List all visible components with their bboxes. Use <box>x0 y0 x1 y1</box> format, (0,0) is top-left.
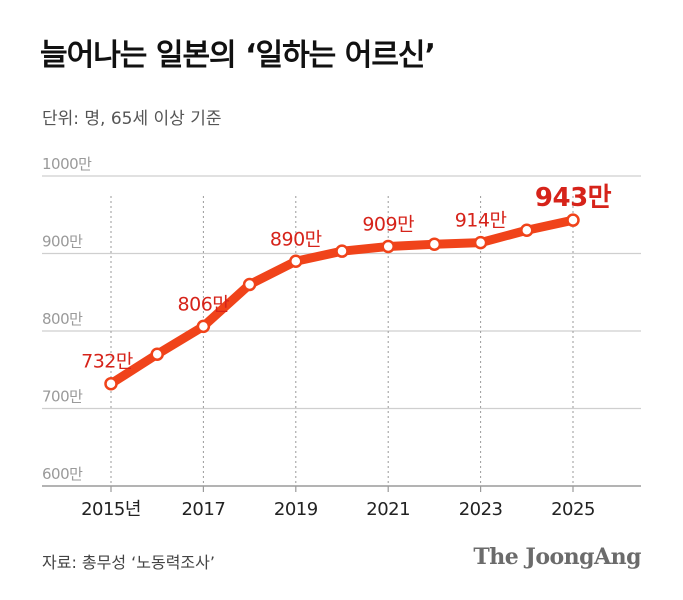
source-note: 자료: 총무성 ‘노동력조사’ <box>42 553 215 572</box>
x-tick-label: 2019 <box>274 499 318 520</box>
data-label: 914만 <box>455 210 507 232</box>
data-point <box>473 235 488 250</box>
unit-note: 단위: 명, 65세 이상 기준 <box>42 109 222 129</box>
data-point <box>104 376 118 391</box>
data-point <box>520 223 534 237</box>
data-label: 890만 <box>270 228 322 250</box>
data-label: 943만 <box>535 183 612 213</box>
x-tick-label: 2015년 <box>81 499 141 520</box>
data-label: 732만 <box>81 351 133 373</box>
x-tick-label: 2021 <box>366 499 410 520</box>
x-tick-label: 2025 <box>551 499 595 520</box>
data-label: 806만 <box>178 293 230 315</box>
y-tick-label: 1000만 <box>42 155 92 173</box>
chart-title: 늘어나는 일본의 ‘일하는 어르신’ <box>40 38 436 73</box>
y-tick-label: 800만 <box>42 310 83 328</box>
data-point <box>566 213 580 227</box>
x-tick-label: 2017 <box>181 499 225 520</box>
data-label: 909만 <box>362 214 414 236</box>
y-tick-label: 900만 <box>42 233 83 251</box>
y-tick-label: 600만 <box>42 465 83 483</box>
data-point <box>150 347 164 361</box>
data-point <box>196 319 211 334</box>
data-point <box>242 277 257 292</box>
publisher-logo: The JoongAng <box>473 544 641 570</box>
data-point <box>381 239 395 254</box>
y-tick-label: 700만 <box>42 388 83 406</box>
x-tick-label: 2023 <box>459 499 503 520</box>
data-point <box>427 237 442 251</box>
data-point <box>289 254 303 268</box>
data-point <box>335 244 349 258</box>
